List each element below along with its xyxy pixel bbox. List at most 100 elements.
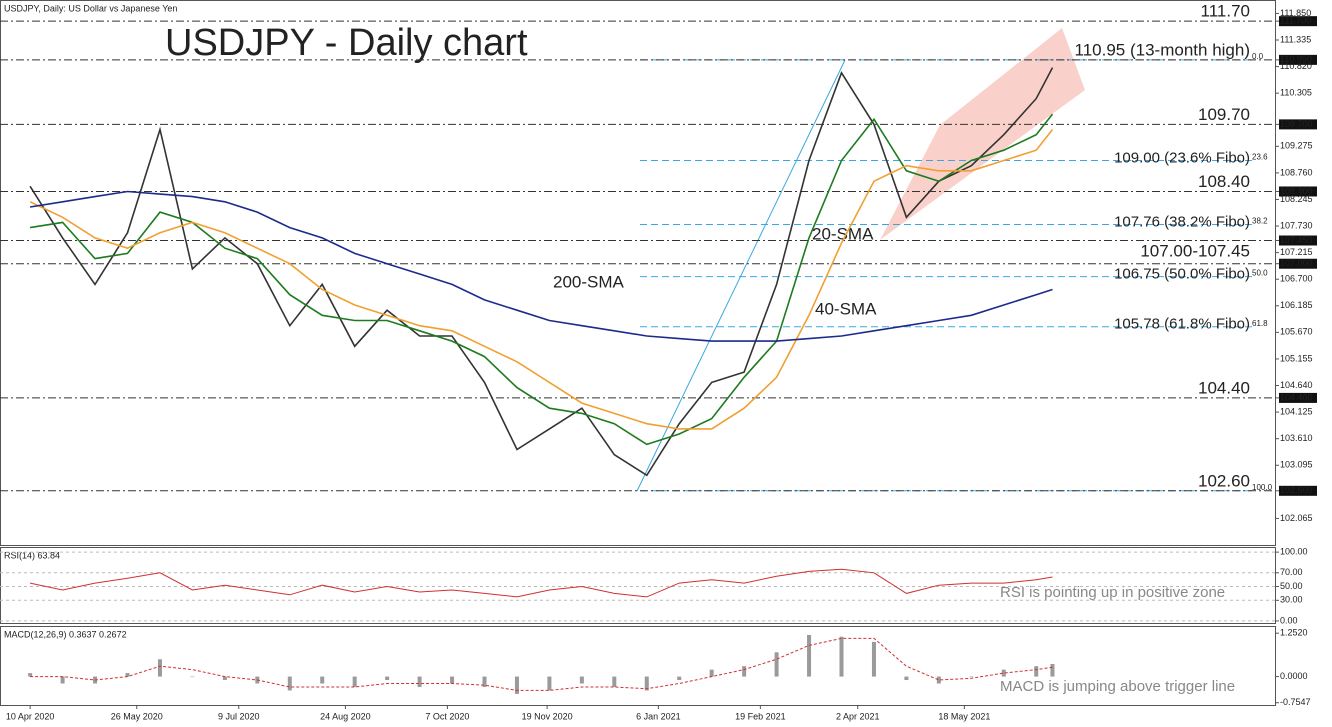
y-tick-label: 107.215 (1280, 247, 1313, 257)
histogram-bar (612, 676, 617, 687)
y-tick-label: 30.00 (1280, 595, 1303, 605)
histogram-bar (1050, 663, 1055, 677)
y-tick-label: 108.245 (1280, 194, 1313, 204)
y-tick-label: 110.820 (1280, 61, 1312, 71)
y-tick-label: 110.950 (1280, 54, 1312, 64)
level-label: 108.40 (1198, 172, 1250, 191)
histogram-bar (936, 676, 941, 684)
y-tick-label: 1.2520 (1280, 628, 1308, 638)
y-tick-label: 110.305 (1280, 88, 1312, 98)
level-label: 111.70 (1201, 2, 1250, 21)
series-line (29, 67, 1054, 477)
series-line (29, 568, 1053, 598)
panel-title: MACD(12,26,9) 0.3637 0.2672 (4, 629, 127, 639)
y-tick-label: 107.000 (1280, 258, 1313, 268)
x-tick-label: 18 May 2021 (938, 711, 990, 721)
y-tick-label: 107.450 (1280, 235, 1313, 245)
y-tick-label: 111.335 (1280, 34, 1311, 44)
histogram-bar (320, 676, 325, 684)
y-tick-highlight (1279, 485, 1317, 496)
x-tick-label: 19 Feb 2021 (735, 711, 786, 721)
series-line (30, 637, 1053, 691)
histogram-bar (904, 676, 909, 681)
histogram-bar (60, 676, 65, 684)
y-tick-highlight (1279, 54, 1317, 65)
level-label: 110.95 (13-month high) (1075, 40, 1250, 59)
histogram-bar (514, 676, 519, 694)
x-tick-label: 10 Apr 2020 (6, 711, 55, 721)
x-tick-label: 26 May 2020 (111, 711, 163, 721)
histogram-bar (547, 676, 552, 691)
histogram-bar (871, 641, 876, 677)
y-tick-label: -0.7547 (1280, 697, 1311, 707)
y-tick-label: 111.850 (1280, 8, 1311, 18)
y-tick-label: 108.760 (1280, 167, 1313, 177)
fibo-ratio: 0.0 (1252, 52, 1264, 61)
fibo-label: 107.76 (38.2% Fibo) (1114, 213, 1250, 230)
x-tick-label: 6 Jan 2021 (636, 711, 681, 721)
y-tick-label: 103.610 (1280, 433, 1313, 443)
level-label: 102.60 (1198, 471, 1250, 490)
y-tick-label: 103.095 (1280, 460, 1313, 470)
y-tick-highlight (1279, 186, 1317, 197)
fibo-label: 105.78 (61.8% Fibo) (1114, 316, 1250, 333)
histogram-bar (969, 676, 974, 678)
chart-subtitle: USDJPY, Daily: US Dollar vs Japanese Yen (4, 3, 177, 13)
macd-panel (0, 626, 1276, 706)
y-tick-label: 104.640 (1280, 380, 1313, 390)
histogram-bar (709, 669, 714, 677)
series-label: 40-SMA (815, 299, 877, 318)
histogram-bar (644, 676, 649, 691)
level-label: 104.40 (1198, 378, 1250, 397)
y-tick-highlight (1279, 235, 1317, 246)
panel-title: RSI(14) 63.84 (4, 550, 60, 560)
main-panel (0, 0, 1276, 546)
y-tick-label: 105.155 (1280, 353, 1313, 363)
fibo-trendline (636, 59, 846, 492)
series-line (29, 129, 1054, 430)
y-tick-label: 102.065 (1280, 513, 1313, 523)
fibo-ratio: 61.8 (1252, 319, 1268, 328)
y-tick-label: 111.700 (1280, 16, 1311, 26)
y-tick-label: 100.00 (1280, 547, 1308, 557)
fibo-ratio: 100.0 (1252, 483, 1273, 492)
fibo-ratio: 38.2 (1252, 217, 1268, 226)
y-tick-label: 105.670 (1280, 327, 1313, 337)
x-tick-label: 24 Aug 2020 (320, 711, 371, 721)
y-tick-label: 106.185 (1280, 300, 1313, 310)
histogram-bar (742, 666, 747, 677)
fibo-ratio: 50.0 (1252, 269, 1268, 278)
histogram-bar (125, 673, 130, 677)
y-tick-highlight (1279, 119, 1317, 130)
y-tick-label: 108.400 (1280, 186, 1313, 196)
histogram-bar (28, 673, 33, 677)
chart-title: USDJPY - Daily chart (165, 22, 528, 64)
rsi-panel (0, 547, 1276, 624)
y-tick-highlight (1279, 258, 1317, 269)
x-tick-label: 7 Oct 2020 (425, 711, 469, 721)
histogram-bar (157, 659, 162, 677)
y-tick-highlight (1279, 392, 1317, 403)
y-tick-label: 70.00 (1280, 567, 1303, 577)
histogram-bar (839, 636, 844, 677)
histogram-bar (190, 676, 195, 678)
y-tick-label: 106.700 (1280, 274, 1313, 284)
histogram-bar (774, 652, 779, 677)
histogram-bar (807, 634, 812, 677)
y-tick-label: 0.0000 (1280, 671, 1308, 681)
y-tick-label: 107.730 (1280, 220, 1313, 230)
y-tick-label: 104.400 (1280, 392, 1313, 402)
fibo-label: 109.00 (23.6% Fibo) (1114, 149, 1250, 166)
level-label: 107.00-107.45 (1140, 242, 1250, 261)
series-line (29, 190, 1053, 342)
histogram-bar (1001, 669, 1006, 677)
histogram-bar (482, 676, 487, 687)
fibo-ratio: 23.6 (1252, 153, 1268, 162)
y-tick-label: 0.00 (1280, 615, 1298, 625)
fibo-label: 106.75 (50.0% Fibo) (1114, 266, 1250, 283)
histogram-bar (450, 676, 455, 684)
y-tick-label: 104.125 (1280, 406, 1313, 416)
panel-note: RSI is pointing up in positive zone (1000, 584, 1225, 601)
series-line (29, 113, 1054, 446)
